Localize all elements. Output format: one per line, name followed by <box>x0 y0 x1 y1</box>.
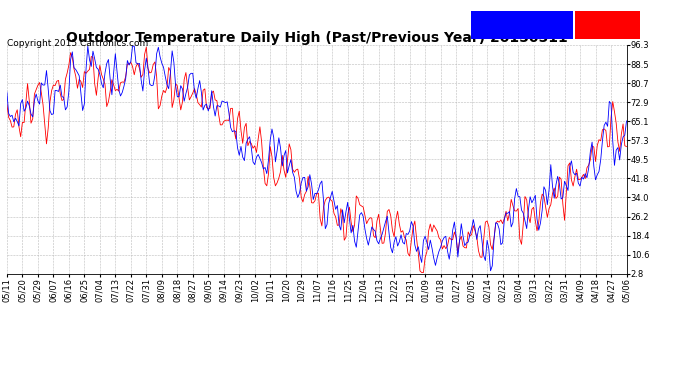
Title: Outdoor Temperature Daily High (Past/Previous Year) 20150511: Outdoor Temperature Daily High (Past/Pre… <box>66 31 568 45</box>
Text: Copyright 2015 Cartronics.com: Copyright 2015 Cartronics.com <box>7 39 148 48</box>
Text: Past (°F): Past (°F) <box>577 21 621 30</box>
Text: Previous (°F): Previous (°F) <box>473 21 539 30</box>
